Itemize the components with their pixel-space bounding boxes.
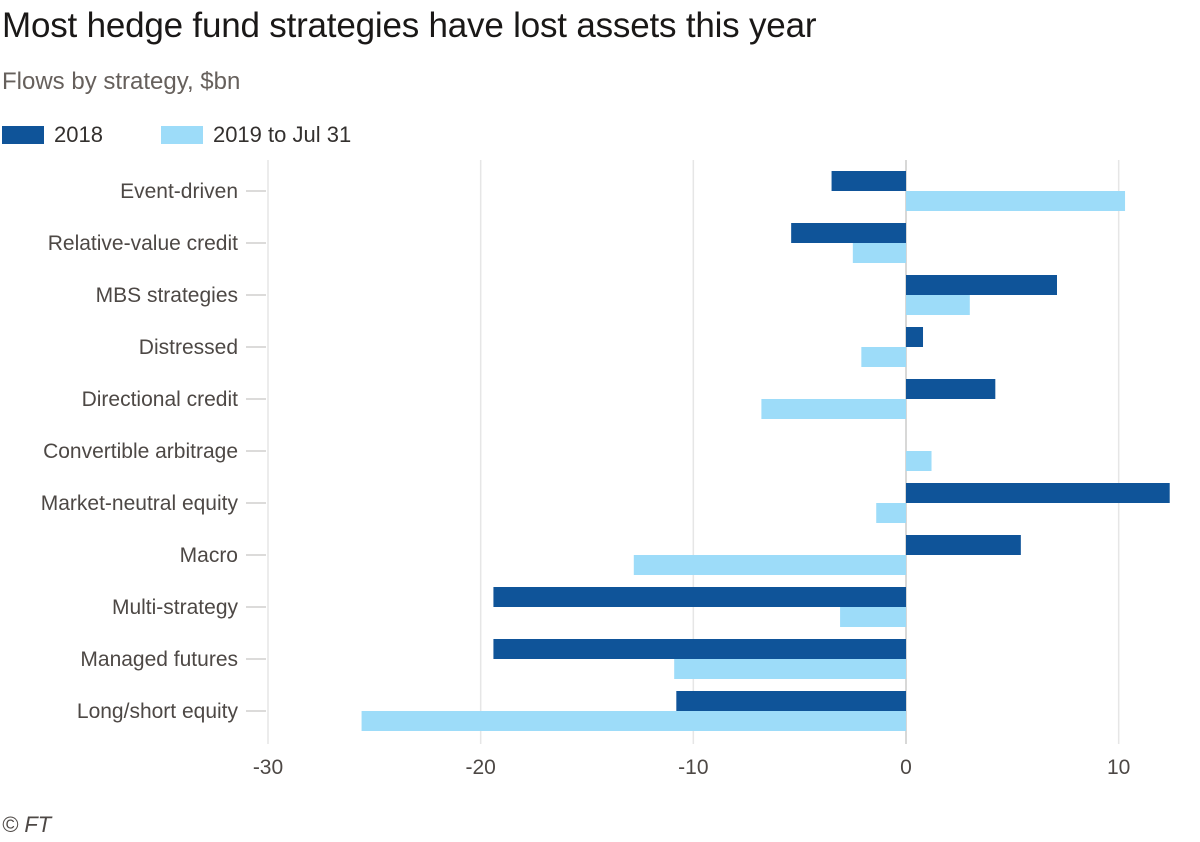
bar-2019 — [761, 399, 906, 419]
bar-2018 — [906, 275, 1057, 295]
category-label: Managed futures — [80, 648, 238, 671]
bar-2019 — [840, 607, 906, 627]
category-label: Event-driven — [120, 180, 238, 203]
bar-2018 — [906, 483, 1170, 503]
legend-item-2018: 2018 — [2, 122, 103, 148]
bar-2019 — [906, 295, 970, 315]
category-label: Market-neutral equity — [41, 492, 239, 515]
chart-subtitle: Flows by strategy, $bn — [2, 68, 241, 95]
bar-2018 — [906, 327, 924, 347]
bar-2019 — [906, 191, 1126, 211]
bar-2019 — [906, 451, 932, 471]
x-tick-label: -20 — [465, 756, 495, 779]
bar-2019 — [852, 243, 906, 263]
bar-2019 — [861, 347, 906, 367]
category-label: Long/short equity — [77, 700, 239, 723]
bar-2019 — [876, 503, 906, 523]
category-label: Multi-strategy — [112, 596, 239, 619]
category-label: Relative-value credit — [48, 232, 238, 255]
bar-2019 — [633, 555, 906, 575]
x-tick-label: 0 — [900, 756, 912, 779]
legend: 2018 2019 to Jul 31 — [2, 122, 409, 148]
bar-2018 — [791, 223, 906, 243]
legend-swatch-2019 — [160, 126, 203, 144]
bar-2018 — [493, 639, 906, 659]
category-label: MBS strategies — [96, 284, 238, 307]
bar-2018 — [493, 587, 906, 607]
bar-2019 — [361, 711, 906, 731]
chart-title: Most hedge fund strategies have lost ass… — [2, 6, 817, 45]
x-tick-label: 10 — [1107, 756, 1130, 779]
source-credit: © FT — [2, 812, 52, 837]
legend-item-2019: 2019 to Jul 31 — [160, 122, 352, 148]
x-tick-label: -30 — [253, 756, 283, 779]
legend-label-2019: 2019 to Jul 31 — [212, 122, 352, 147]
category-label: Macro — [180, 544, 238, 567]
category-label: Distressed — [139, 336, 238, 359]
x-tick-label: -10 — [678, 756, 708, 779]
bar-2019 — [674, 659, 906, 679]
legend-label-2018: 2018 — [54, 122, 103, 147]
bar-2018 — [906, 379, 996, 399]
legend-swatch-2018 — [2, 126, 44, 144]
bar-2018 — [906, 535, 1021, 555]
bar-2018 — [676, 691, 906, 711]
bar-2018 — [831, 171, 906, 191]
category-label: Convertible arbitrage — [43, 440, 238, 463]
category-label: Directional credit — [82, 388, 239, 411]
